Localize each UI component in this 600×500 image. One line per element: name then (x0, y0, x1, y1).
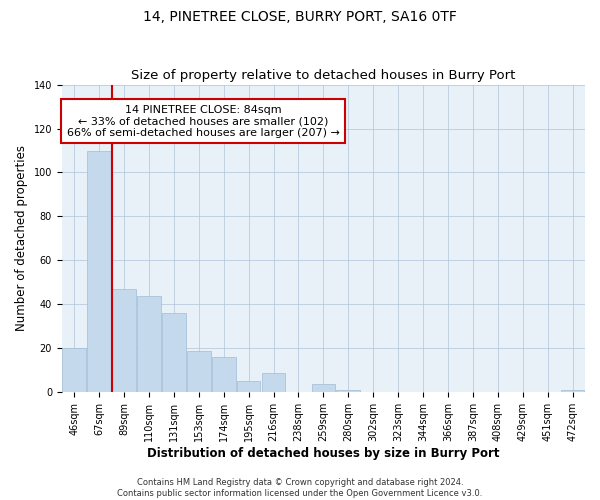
Bar (187, 350, 211, 393)
Bar (311, 384, 335, 392)
Bar (137, 296, 161, 392)
Bar (262, 372, 286, 392)
Bar (337, 390, 360, 392)
Bar (88, 150, 111, 392)
Bar (112, 289, 136, 393)
Text: 14 PINETREE CLOSE: 84sqm
← 33% of detached houses are smaller (102)
66% of semi-: 14 PINETREE CLOSE: 84sqm ← 33% of detach… (67, 104, 340, 138)
Y-axis label: Number of detached properties: Number of detached properties (15, 146, 28, 332)
Text: Contains HM Land Registry data © Crown copyright and database right 2024.
Contai: Contains HM Land Registry data © Crown c… (118, 478, 482, 498)
Bar (212, 357, 236, 392)
X-axis label: Distribution of detached houses by size in Burry Port: Distribution of detached houses by size … (147, 447, 500, 460)
Bar (62, 348, 86, 393)
Bar (561, 390, 584, 392)
Bar (162, 313, 186, 392)
Text: 14, PINETREE CLOSE, BURRY PORT, SA16 0TF: 14, PINETREE CLOSE, BURRY PORT, SA16 0TF (143, 10, 457, 24)
Title: Size of property relative to detached houses in Burry Port: Size of property relative to detached ho… (131, 69, 515, 82)
Bar (237, 382, 260, 392)
